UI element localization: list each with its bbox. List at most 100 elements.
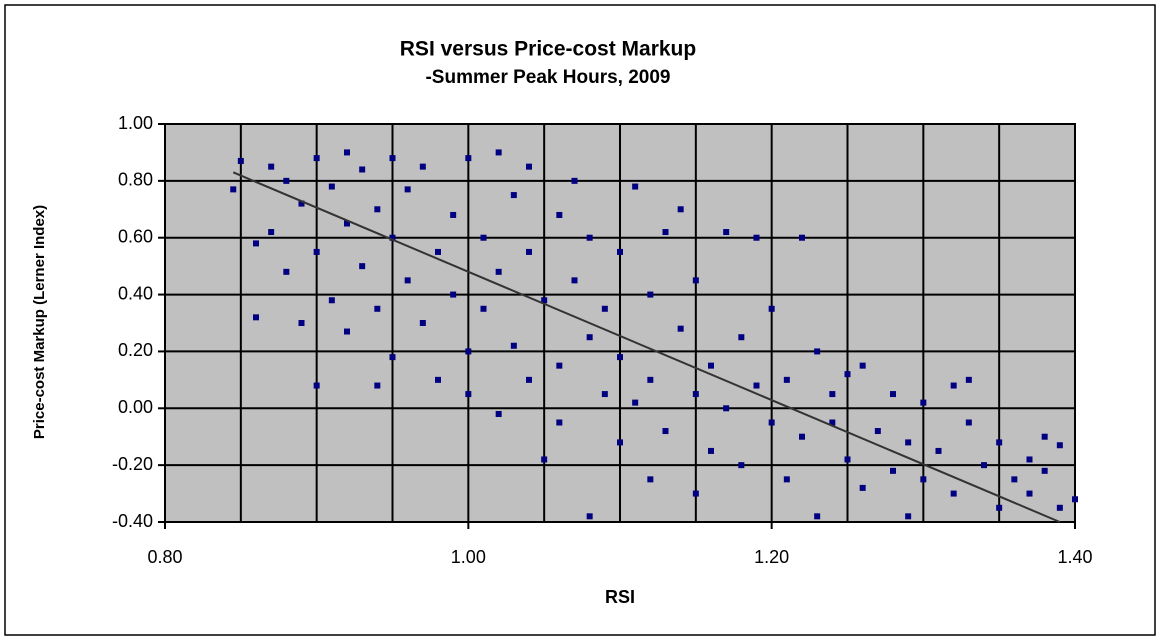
point — [344, 220, 350, 227]
plot-border — [164, 123, 1076, 523]
y-tick-label: -0.20 — [112, 454, 153, 474]
point — [465, 348, 472, 355]
point — [996, 504, 1003, 511]
point — [374, 305, 381, 312]
point — [526, 376, 532, 383]
point — [313, 248, 320, 255]
point — [874, 428, 881, 435]
point — [374, 206, 381, 213]
point — [389, 234, 396, 241]
point — [738, 334, 745, 341]
point — [495, 149, 502, 156]
point — [328, 183, 335, 190]
point — [692, 490, 699, 497]
point — [829, 419, 836, 426]
y-axis-label: Price-cost Markup (Lerner Index) — [31, 205, 48, 439]
point — [571, 277, 578, 284]
point — [692, 391, 699, 398]
point — [404, 277, 411, 284]
point — [1011, 476, 1018, 483]
point — [738, 462, 745, 469]
point — [647, 291, 654, 298]
point — [230, 186, 237, 193]
point — [799, 234, 805, 241]
point — [586, 513, 593, 520]
point — [541, 297, 548, 304]
point — [571, 177, 578, 184]
point — [920, 399, 927, 406]
point — [495, 410, 502, 417]
point — [298, 320, 305, 326]
point — [480, 305, 487, 312]
point — [677, 325, 684, 332]
point — [768, 305, 775, 312]
point — [601, 391, 608, 398]
point — [799, 433, 805, 440]
point — [283, 268, 290, 275]
point — [313, 155, 320, 162]
point — [541, 456, 548, 463]
point — [313, 382, 320, 389]
trend-line — [232, 171, 1061, 523]
point — [1026, 456, 1033, 463]
point — [1041, 467, 1048, 474]
point — [647, 376, 654, 383]
point — [556, 419, 563, 426]
point — [905, 513, 912, 520]
point — [510, 192, 517, 199]
point — [237, 157, 244, 164]
point — [783, 476, 790, 483]
point — [586, 234, 593, 241]
point — [510, 342, 517, 349]
point — [859, 484, 866, 491]
point — [253, 240, 259, 247]
point — [844, 456, 851, 463]
point — [1056, 504, 1063, 511]
point — [298, 200, 305, 207]
point — [556, 211, 563, 218]
point — [1056, 442, 1063, 449]
point — [1072, 496, 1078, 503]
y-tick-label: 1.00 — [118, 113, 153, 133]
x-tick-label: 0.80 — [147, 547, 182, 567]
point — [996, 439, 1003, 446]
x-tick-label: 1.20 — [754, 547, 789, 567]
point — [677, 206, 684, 213]
point — [268, 163, 275, 170]
point — [708, 362, 714, 369]
point — [465, 391, 472, 398]
point — [814, 348, 821, 355]
point — [283, 177, 290, 184]
y-tick-label: 0.00 — [118, 397, 153, 417]
point — [617, 439, 623, 446]
point — [950, 490, 957, 497]
point — [389, 155, 396, 162]
point — [268, 229, 275, 236]
point — [965, 376, 972, 383]
point — [768, 419, 775, 426]
point — [617, 354, 623, 361]
point — [253, 314, 259, 321]
point — [480, 234, 487, 241]
x-tick-label: 1.40 — [1057, 547, 1092, 567]
point — [723, 229, 730, 236]
x-axis-label: RSI — [605, 587, 635, 607]
point — [708, 447, 714, 454]
point — [1026, 490, 1033, 497]
point — [526, 163, 532, 170]
point — [753, 234, 760, 241]
point — [844, 371, 851, 378]
point — [829, 391, 836, 398]
point — [890, 391, 896, 398]
point — [965, 419, 972, 426]
point — [344, 328, 350, 335]
point — [647, 476, 654, 483]
point — [981, 462, 987, 469]
y-tick-label: 0.60 — [118, 226, 153, 246]
point — [662, 229, 669, 236]
point — [632, 183, 639, 190]
point — [935, 447, 942, 454]
point — [465, 155, 472, 162]
point — [419, 163, 426, 170]
